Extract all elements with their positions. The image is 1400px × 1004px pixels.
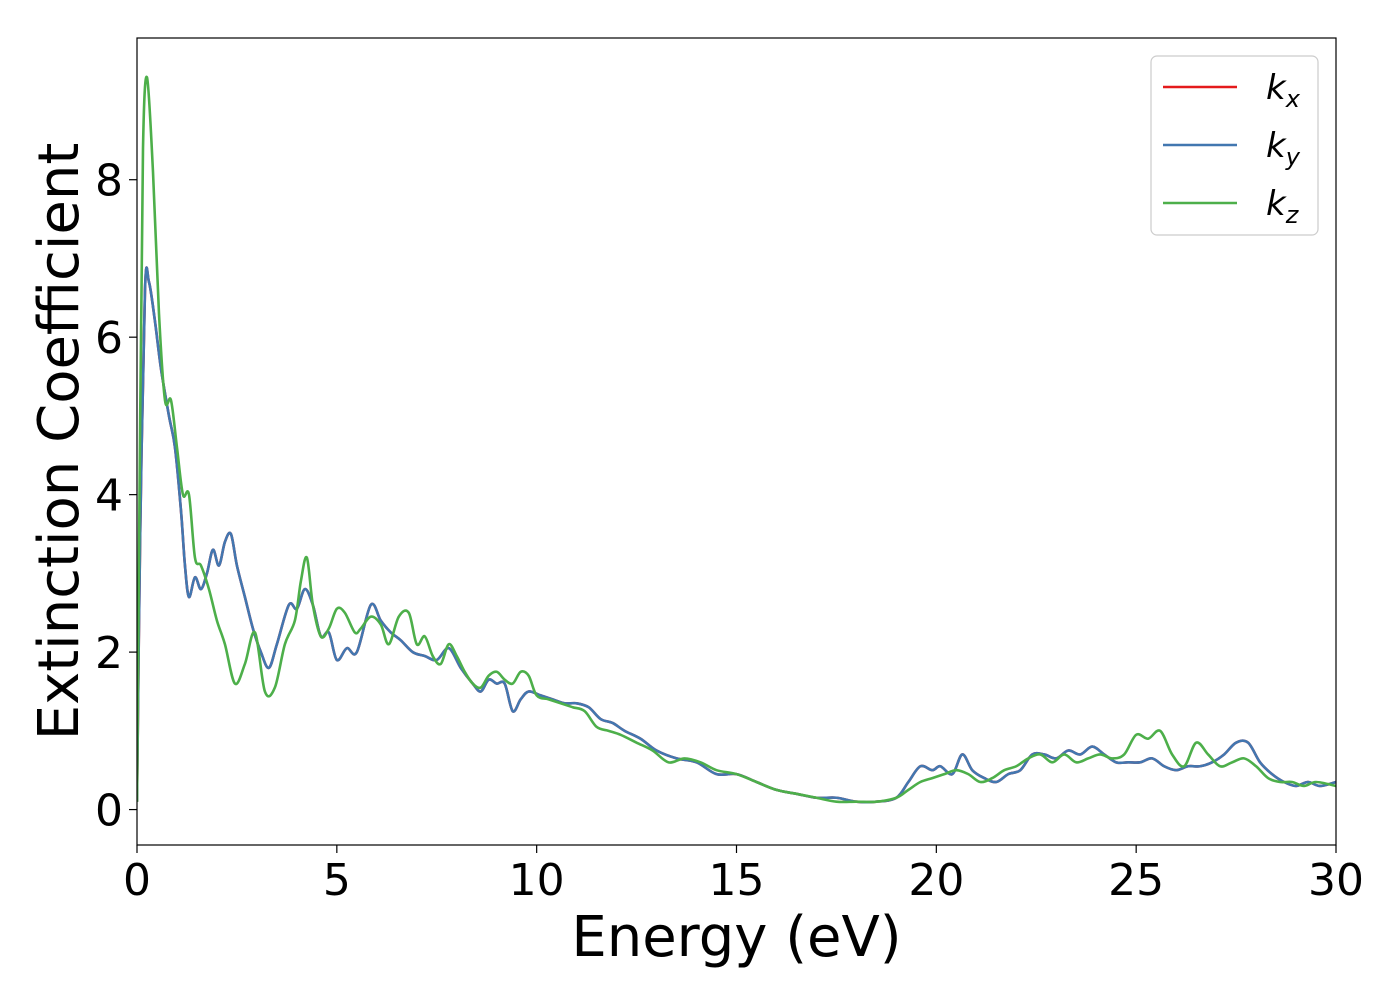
y-tick-label: 0 [95,786,123,837]
y-tick-label: 2 [95,628,123,679]
x-tick-label: 30 [1308,855,1364,906]
y-tick-label: 8 [95,156,123,207]
series-layer [137,75,1336,804]
x-axis: 0 5 10 15 20 25 30 [123,845,1364,906]
series-line-y [137,266,1336,804]
legend-label-y: ky [1266,126,1301,171]
series-line-x [137,266,1336,804]
y-tick-label: 4 [95,471,123,522]
x-tick-label: 0 [123,855,151,906]
y-axis-label: Extinction Coefficient [27,143,92,741]
legend: kx ky kz [1150,55,1319,236]
y-axis: 0 2 4 6 8 [95,156,137,837]
x-axis-label: Energy (eV) [571,905,901,970]
legend-label-x: kx [1266,68,1301,113]
x-tick-label: 5 [323,855,351,906]
legend-label-z: kz [1266,184,1300,229]
x-tick-label: 15 [709,855,765,906]
series-line-z [137,75,1336,804]
x-tick-label: 25 [1108,855,1164,906]
x-tick-label: 10 [509,855,565,906]
y-tick-label: 6 [95,313,123,364]
x-tick-label: 20 [908,855,964,906]
